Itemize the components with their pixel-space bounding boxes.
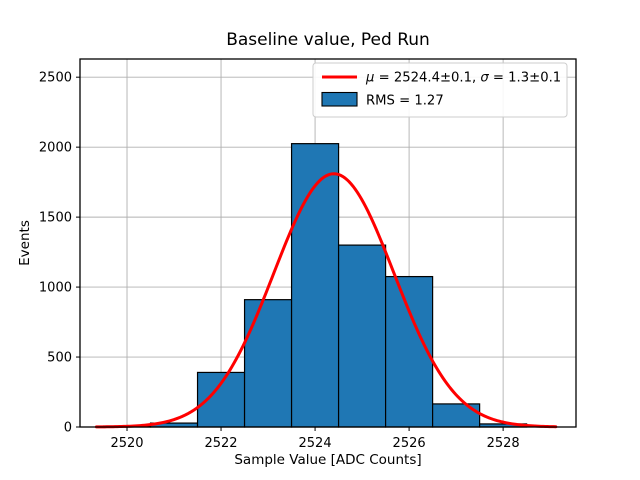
histogram-bar	[196, 371, 246, 428]
x-tick-label: 2526	[393, 436, 426, 451]
y-tick-label: 1500	[39, 211, 72, 226]
y-tick-label: 1000	[39, 281, 72, 296]
y-tick-label: 2000	[39, 141, 72, 156]
x-axis-label: Sample Value [ADC Counts]	[234, 452, 421, 468]
y-axis-label: Events	[17, 220, 33, 266]
legend-entry-rms: RMS = 1.27	[366, 94, 444, 109]
y-tick-labels: 0 500 1000 1500 2000 2500	[39, 71, 72, 436]
histogram-bar	[384, 275, 434, 428]
x-tick-label: 2522	[204, 436, 237, 451]
y-tick-label: 500	[47, 351, 72, 366]
histogram-bar	[337, 244, 387, 428]
y-tick-label: 2500	[39, 71, 72, 86]
x-tick-label: 2528	[487, 436, 520, 451]
y-tick-label: 0	[64, 421, 72, 436]
gaussian-fit-curve	[94, 172, 558, 429]
x-tick-labels: 2520 2522 2524 2526 2528	[110, 436, 519, 451]
legend-patch-sample	[321, 91, 358, 107]
histogram-bar	[243, 299, 293, 428]
x-tick-label: 2520	[110, 436, 143, 451]
histogram-bar	[290, 143, 340, 428]
legend-box	[312, 62, 568, 118]
axis-ticks	[76, 76, 504, 431]
x-tick-label: 2524	[299, 436, 332, 451]
histogram-bar	[432, 403, 481, 428]
plot-border	[79, 58, 577, 428]
chart-title: Baseline value, Ped Run	[226, 30, 430, 50]
legend-entry-fit: μ = 2524.4±0.1, σ = 1.3±0.1	[365, 71, 561, 86]
legend: μ = 2524.4±0.1, σ = 1.3±0.1 RMS = 1.27	[312, 62, 568, 118]
